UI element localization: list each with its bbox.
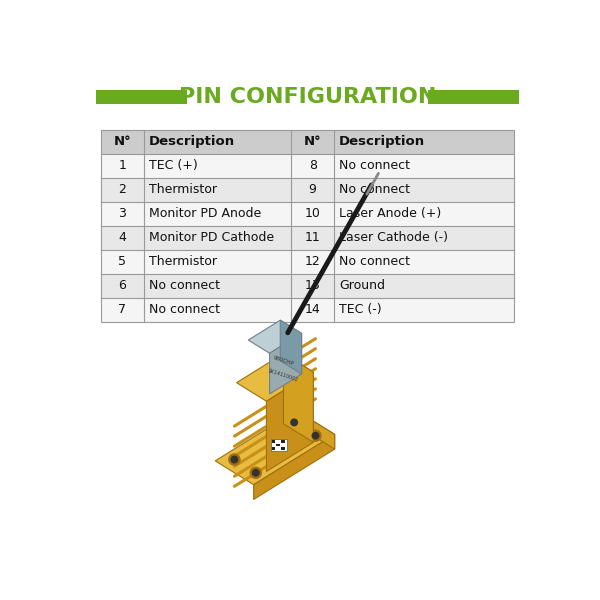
Circle shape [231, 456, 238, 463]
Circle shape [291, 419, 298, 425]
Text: Description: Description [339, 135, 425, 148]
Text: Monitor PD Cathode: Monitor PD Cathode [149, 232, 274, 244]
Text: N°: N° [113, 135, 131, 148]
Text: Ground: Ground [339, 280, 385, 292]
Polygon shape [215, 410, 335, 485]
Polygon shape [280, 320, 302, 374]
Polygon shape [296, 410, 335, 449]
FancyBboxPatch shape [272, 440, 275, 443]
FancyBboxPatch shape [101, 250, 514, 274]
Polygon shape [266, 372, 313, 472]
FancyBboxPatch shape [101, 202, 514, 226]
Text: No connect: No connect [149, 304, 220, 316]
Circle shape [253, 470, 259, 476]
Text: Thermistor: Thermistor [149, 256, 217, 268]
Polygon shape [269, 334, 302, 394]
Text: N°: N° [304, 135, 322, 148]
Text: Monitor PD Anode: Monitor PD Anode [149, 208, 261, 220]
Text: 3: 3 [118, 208, 126, 220]
Text: 2: 2 [118, 184, 126, 196]
Polygon shape [283, 353, 313, 442]
FancyBboxPatch shape [101, 226, 514, 250]
FancyBboxPatch shape [428, 91, 519, 104]
Text: 10: 10 [305, 208, 320, 220]
Circle shape [289, 417, 300, 428]
Text: Description: Description [149, 135, 235, 148]
Polygon shape [236, 353, 313, 401]
FancyBboxPatch shape [101, 130, 514, 154]
Text: Thermistor: Thermistor [149, 184, 217, 196]
FancyBboxPatch shape [281, 447, 285, 449]
Text: No connect: No connect [339, 256, 410, 268]
FancyBboxPatch shape [281, 440, 285, 443]
FancyBboxPatch shape [277, 443, 280, 446]
Circle shape [310, 430, 321, 441]
Circle shape [250, 467, 262, 478]
Text: 980CHP: 980CHP [272, 355, 295, 366]
Text: 1: 1 [118, 159, 126, 172]
Text: 11: 11 [305, 232, 320, 244]
Text: 14: 14 [305, 304, 320, 316]
FancyBboxPatch shape [101, 298, 514, 322]
Text: 5: 5 [118, 256, 127, 268]
Circle shape [229, 454, 240, 465]
FancyBboxPatch shape [96, 91, 187, 104]
Text: 7: 7 [118, 304, 127, 316]
Text: SK14110002: SK14110002 [268, 368, 299, 383]
Text: 13: 13 [305, 280, 320, 292]
Text: PIN CONFIGURATION: PIN CONFIGURATION [179, 88, 436, 107]
Text: 12: 12 [305, 256, 320, 268]
Text: TEC (+): TEC (+) [149, 159, 197, 172]
Text: No connect: No connect [149, 280, 220, 292]
Circle shape [312, 433, 319, 439]
Text: No connect: No connect [339, 184, 410, 196]
Polygon shape [254, 434, 335, 499]
Text: Laser Anode (+): Laser Anode (+) [339, 208, 442, 220]
Text: 9: 9 [309, 184, 317, 196]
FancyBboxPatch shape [271, 439, 287, 451]
Text: TEC (-): TEC (-) [339, 304, 382, 316]
Text: No connect: No connect [339, 159, 410, 172]
Text: 6: 6 [118, 280, 126, 292]
FancyBboxPatch shape [272, 447, 275, 449]
Text: 8: 8 [308, 159, 317, 172]
FancyBboxPatch shape [101, 178, 514, 202]
Polygon shape [248, 320, 302, 353]
Text: 4: 4 [118, 232, 126, 244]
Text: Laser Cathode (-): Laser Cathode (-) [339, 232, 448, 244]
FancyBboxPatch shape [101, 274, 514, 298]
FancyBboxPatch shape [101, 154, 514, 178]
